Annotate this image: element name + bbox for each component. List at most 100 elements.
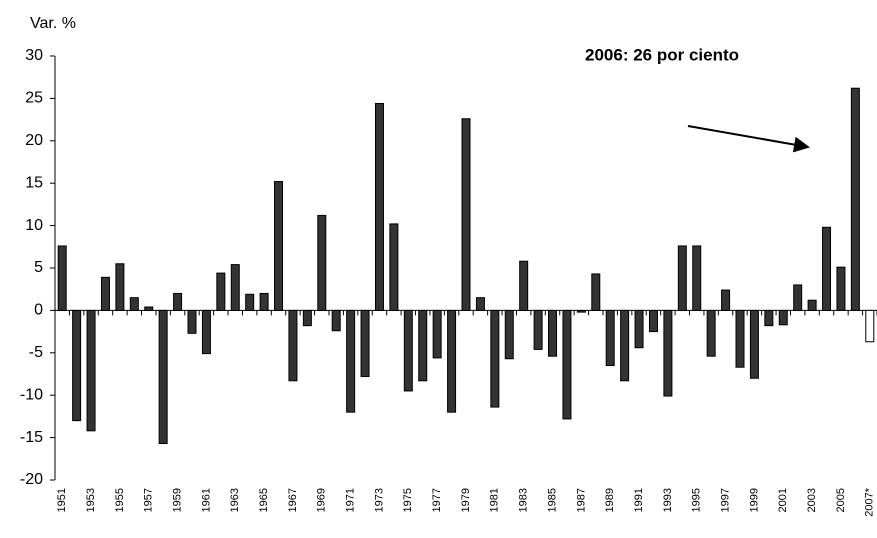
bar xyxy=(519,260,529,311)
bar xyxy=(216,272,226,311)
bar xyxy=(447,309,457,413)
x-tick-label: 1977 xyxy=(431,488,443,512)
x-tick-label: 2007* xyxy=(864,487,876,516)
y-tick-label: 15 xyxy=(25,174,43,191)
bar xyxy=(274,181,284,311)
x-tick-label: 1965 xyxy=(258,488,270,512)
bar xyxy=(144,306,154,311)
y-tick-label: 25 xyxy=(25,90,43,107)
bar xyxy=(548,309,558,357)
x-tick-label: 1987 xyxy=(575,488,587,512)
bar xyxy=(533,309,543,350)
bar xyxy=(403,309,413,392)
bar xyxy=(663,309,673,397)
x-tick-label: 1985 xyxy=(546,488,558,512)
x-tick-label: 1991 xyxy=(633,488,645,512)
y-axis-label: Var. % xyxy=(30,15,76,32)
bar xyxy=(634,309,644,349)
bar xyxy=(721,289,731,311)
bar xyxy=(706,309,716,357)
bar xyxy=(86,309,96,432)
bar xyxy=(822,226,832,311)
bar xyxy=(648,309,658,333)
bar xyxy=(115,263,125,311)
bar xyxy=(100,276,110,311)
x-tick-label: 1979 xyxy=(460,488,472,512)
bar xyxy=(418,309,428,382)
bar xyxy=(504,309,514,360)
bar xyxy=(749,309,759,379)
y-tick-label: 10 xyxy=(25,217,43,234)
bar xyxy=(778,309,788,326)
bar xyxy=(432,309,442,359)
bar xyxy=(850,87,860,311)
x-tick-label: 1995 xyxy=(691,488,703,512)
annotation: 2006: 26 por ciento xyxy=(585,45,739,64)
bar xyxy=(692,245,702,311)
x-tick-label: 1961 xyxy=(200,488,212,512)
bar xyxy=(230,264,240,311)
x-tick-label: 1957 xyxy=(143,488,155,512)
bar xyxy=(562,309,572,420)
x-tick-label: 1997 xyxy=(719,488,731,512)
x-tick-label: 2001 xyxy=(777,488,789,512)
x-tick-label: 1969 xyxy=(316,488,328,512)
x-tick-label: 1999 xyxy=(748,488,760,512)
bar xyxy=(317,214,327,311)
bar xyxy=(129,297,139,311)
bar xyxy=(677,245,687,311)
bar xyxy=(475,297,485,311)
x-tick-label: 1967 xyxy=(287,488,299,512)
x-tick-label: 2005 xyxy=(835,488,847,512)
bar xyxy=(173,292,183,311)
y-tick-label: 20 xyxy=(25,132,43,149)
x-tick-label: 1975 xyxy=(402,488,414,512)
y-tick-label: -10 xyxy=(20,386,43,403)
bar xyxy=(346,309,356,413)
bar xyxy=(158,309,168,445)
bar xyxy=(72,309,82,422)
x-tick-label: 1951 xyxy=(56,488,68,512)
bar xyxy=(201,309,211,355)
x-tick-label: 1963 xyxy=(229,488,241,512)
bar xyxy=(620,309,630,382)
y-tick-label: 5 xyxy=(34,259,43,276)
bar xyxy=(288,309,298,382)
bar xyxy=(461,118,471,311)
bar xyxy=(259,292,269,311)
x-tick-label: 1983 xyxy=(518,488,530,512)
bar xyxy=(245,293,255,311)
bar xyxy=(793,284,803,311)
x-tick-label: 1953 xyxy=(85,488,97,512)
bar xyxy=(302,309,312,327)
y-tick-label: -15 xyxy=(20,429,43,446)
y-tick-label: -5 xyxy=(29,344,43,361)
bar xyxy=(865,309,875,343)
bar xyxy=(331,309,341,332)
x-tick-label: 1989 xyxy=(604,488,616,512)
bar xyxy=(374,102,384,311)
x-tick-label: 1981 xyxy=(489,488,501,512)
x-tick-label: 1993 xyxy=(662,488,674,512)
x-tick-label: 1971 xyxy=(345,488,357,512)
x-tick-label: 1973 xyxy=(373,488,385,512)
x-tick-label: 2003 xyxy=(806,488,818,512)
bar xyxy=(57,245,67,311)
bar xyxy=(389,223,399,311)
bar xyxy=(187,309,197,334)
y-tick-label: -20 xyxy=(20,471,43,488)
bar xyxy=(807,299,817,311)
bar xyxy=(605,309,615,367)
bar xyxy=(591,273,601,311)
bar xyxy=(360,309,370,378)
bar xyxy=(764,309,774,327)
y-tick-label: 30 xyxy=(25,47,43,64)
x-tick-label: 1959 xyxy=(171,488,183,512)
x-tick-label: 1955 xyxy=(114,488,126,512)
annotation-arrow xyxy=(687,125,810,153)
bar xyxy=(490,309,500,408)
bar xyxy=(735,309,745,368)
y-tick-label: 0 xyxy=(34,302,43,319)
bar xyxy=(836,266,846,311)
